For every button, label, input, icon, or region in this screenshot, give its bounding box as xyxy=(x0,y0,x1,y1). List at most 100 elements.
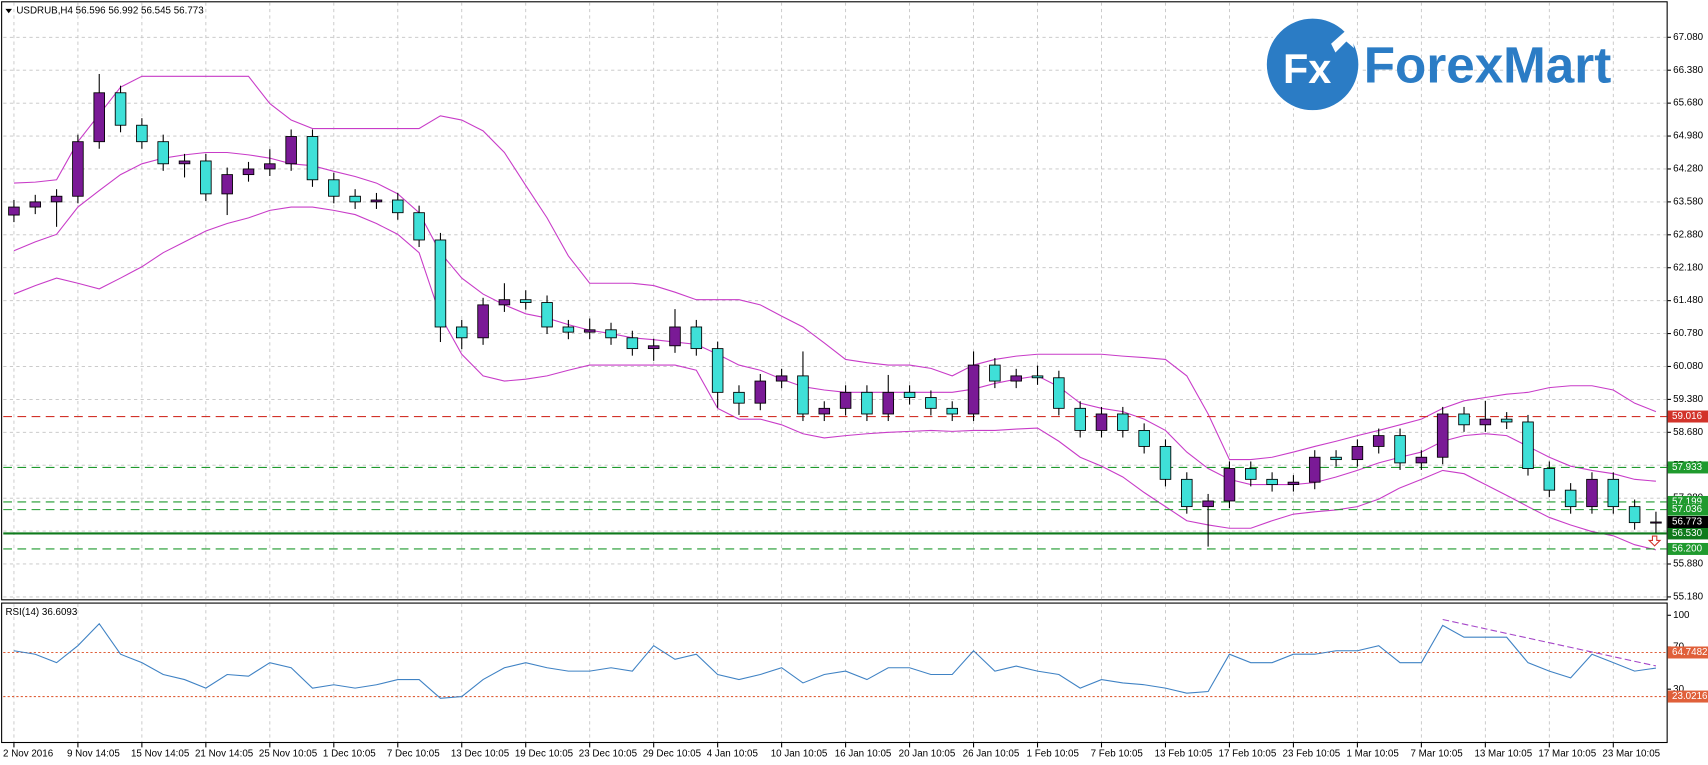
y-tick-label: 62.180 xyxy=(1673,262,1704,273)
x-tick-label: 20 Jan 10:05 xyxy=(899,749,956,760)
level-label: 64.7482 xyxy=(1672,647,1707,658)
y-tick-label: 67.080 xyxy=(1673,32,1704,43)
chart-title: USDRUB,H4 56.596 56.992 56.545 56.773 xyxy=(16,6,204,17)
level-label-box xyxy=(1667,461,1708,474)
logo-text: ForexMart xyxy=(1364,36,1611,93)
candle-body xyxy=(93,92,105,143)
candle-body xyxy=(306,136,319,181)
y-tick-label: 100 xyxy=(1673,610,1690,621)
candle-body xyxy=(1074,407,1086,431)
y-tick-label: 62.880 xyxy=(1673,229,1704,240)
level-label: 23.0216 xyxy=(1672,691,1708,702)
candle-body xyxy=(1394,435,1406,464)
candle-body xyxy=(392,199,404,214)
candle-body xyxy=(711,348,724,393)
band-lower xyxy=(13,206,1657,551)
candle-body xyxy=(989,364,1001,382)
candle-body xyxy=(626,337,639,350)
logo-arrow xyxy=(1331,26,1354,53)
x-tick-label: 13 Feb 10:05 xyxy=(1155,749,1213,760)
candle-body xyxy=(1330,456,1342,461)
candle-body xyxy=(1010,375,1022,382)
x-tick-label: 29 Dec 10:05 xyxy=(643,749,702,760)
candle-body xyxy=(328,179,340,197)
x-tick-label: 16 Jan 10:05 xyxy=(835,749,892,760)
y-tick-label: 61.480 xyxy=(1673,295,1704,306)
level-label-box xyxy=(1667,503,1708,516)
last-price-box xyxy=(1667,516,1708,528)
candle-body xyxy=(1223,468,1236,502)
candle-body xyxy=(1607,478,1620,508)
candle-body xyxy=(669,326,681,347)
x-tick-label: 23 Feb 10:05 xyxy=(1283,749,1341,760)
candle-body xyxy=(541,302,553,328)
candle-body xyxy=(178,160,191,165)
level-label: 57.036 xyxy=(1672,504,1703,515)
candle-body xyxy=(1245,468,1257,480)
candle-body xyxy=(583,329,596,333)
logo: Fx ForexMart xyxy=(1264,16,1611,113)
candle-body xyxy=(1031,375,1044,379)
candle-body xyxy=(690,326,703,350)
candle-body xyxy=(434,239,447,328)
y-tick-label: 60.780 xyxy=(1673,328,1704,339)
candle-body xyxy=(519,299,532,303)
x-tick-label: 19 Dec 10:05 xyxy=(515,749,574,760)
candle-body xyxy=(1500,418,1513,423)
candle-body xyxy=(1053,377,1065,409)
level-label: 56.200 xyxy=(1672,544,1703,555)
candle-body xyxy=(1351,445,1364,461)
candle-body xyxy=(882,391,895,415)
candle-body xyxy=(8,206,20,216)
x-tick-label: 21 Nov 14:05 xyxy=(195,749,254,760)
candle-body xyxy=(605,329,617,339)
candle-body xyxy=(1266,478,1278,485)
candle-body xyxy=(72,141,84,197)
level-label-box xyxy=(1667,646,1708,659)
candle-body xyxy=(861,391,873,415)
x-tick-label: 10 Jan 10:05 xyxy=(771,749,828,760)
candle-body xyxy=(1117,413,1129,431)
x-tick-label: 1 Mar 10:05 xyxy=(1347,749,1400,760)
candle-body xyxy=(818,407,831,415)
level-label: 57.199 xyxy=(1672,497,1702,508)
level-label: 56.530 xyxy=(1672,528,1703,539)
candle-body xyxy=(1458,413,1470,426)
candle-body xyxy=(1202,500,1214,508)
candle-body xyxy=(775,375,788,382)
x-tick-label: 1 Feb 10:05 xyxy=(1027,749,1080,760)
level-label-box xyxy=(1667,410,1708,423)
x-tick-label: 15 Nov 14:05 xyxy=(131,749,190,760)
x-tick-label: 13 Mar 10:05 xyxy=(1474,749,1532,760)
candle-body xyxy=(1287,481,1300,485)
candle-body xyxy=(370,199,383,203)
rsi-line xyxy=(13,622,1657,699)
y-tick-label: 64.980 xyxy=(1673,131,1704,142)
y-tick-label: 30 xyxy=(1673,684,1684,695)
candle-body xyxy=(562,326,575,333)
y-tick-label: 55.180 xyxy=(1673,592,1704,603)
candle-body xyxy=(1586,478,1598,508)
candle-body xyxy=(1095,413,1108,431)
candle-body xyxy=(1415,456,1428,464)
level-label: 59.016 xyxy=(1672,411,1703,422)
candle-body xyxy=(946,407,958,415)
candle-body xyxy=(1138,430,1150,447)
x-tick-label: 23 Mar 10:05 xyxy=(1602,749,1660,760)
candle-body xyxy=(200,160,212,195)
y-tick-label: 65.680 xyxy=(1673,98,1704,109)
candle-body xyxy=(50,195,63,203)
candle-body xyxy=(242,168,255,176)
candle-body xyxy=(477,304,489,339)
price-panel xyxy=(1,1,1668,601)
y-tick-label: 63.580 xyxy=(1673,196,1704,207)
level-label-box xyxy=(1667,542,1708,555)
y-tick-label: 60.080 xyxy=(1673,361,1704,372)
y-tick-label: 64.280 xyxy=(1673,164,1704,175)
candle-body xyxy=(967,364,980,415)
x-tick-label: 7 Dec 10:05 xyxy=(387,749,440,760)
candle-body xyxy=(136,124,148,143)
